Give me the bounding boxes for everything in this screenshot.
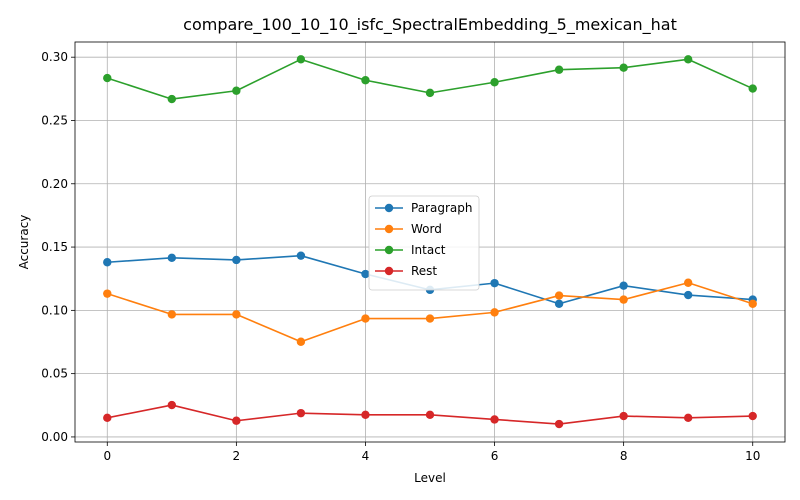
y-tick-label: 0.25 — [41, 113, 68, 127]
y-tick-label: 0.30 — [41, 50, 68, 64]
y-tick-label: 0.05 — [41, 367, 68, 381]
plot-frame — [74, 41, 786, 443]
data-point-word — [683, 278, 693, 287]
data-point-paragraph — [490, 278, 499, 288]
y-tick-label: 0.15 — [41, 240, 68, 254]
data-point-intact — [554, 65, 564, 74]
data-point-rest — [619, 411, 628, 421]
x-tick-label: 6 — [491, 449, 499, 463]
data-point-rest — [490, 415, 499, 424]
data-point-rest — [361, 410, 370, 419]
legend-swatch-marker — [384, 245, 394, 255]
data-point-word — [167, 310, 177, 319]
data-point-paragraph — [103, 258, 112, 267]
data-point-rest — [103, 413, 112, 423]
x-axis-label: Level — [414, 471, 446, 485]
data-point-intact — [232, 86, 241, 95]
data-point-word — [425, 314, 435, 323]
x-tick-label: 4 — [362, 449, 370, 463]
y-axis-label: Accuracy — [17, 215, 31, 270]
legend-label: Intact — [411, 243, 446, 257]
data-point-paragraph — [232, 255, 241, 265]
legend-label: Rest — [411, 264, 437, 278]
data-point-word — [103, 289, 112, 298]
legend-item-paragraph: Paragraph — [375, 201, 472, 215]
data-point-rest — [554, 419, 564, 429]
data-point-rest — [296, 408, 306, 418]
legend: Paragraph Word Intact Rest — [368, 195, 480, 291]
series-rest — [103, 400, 757, 429]
data-point-paragraph — [167, 253, 177, 263]
legend-swatch-marker — [384, 203, 394, 213]
data-point-rest — [748, 411, 757, 421]
data-point-word — [748, 299, 757, 308]
data-point-paragraph — [361, 269, 370, 279]
chart-title: compare_100_10_10_isfc_SpectralEmbedding… — [183, 15, 677, 35]
data-point-word — [361, 314, 370, 323]
data-point-paragraph — [296, 251, 306, 260]
data-point-word — [490, 308, 499, 317]
data-point-intact — [619, 63, 628, 72]
x-tick-label: 8 — [620, 449, 628, 463]
legend-box — [368, 195, 480, 291]
data-point-intact — [167, 94, 177, 104]
data-point-rest — [425, 410, 435, 419]
y-tick-label: 0.00 — [41, 430, 68, 444]
x-tick-label: 2 — [233, 449, 241, 463]
data-point-intact — [296, 55, 306, 64]
data-point-paragraph — [554, 299, 564, 308]
series-word — [103, 278, 757, 346]
data-point-rest — [167, 400, 177, 410]
x-tick-label: 10 — [745, 449, 760, 463]
y-tick-label: 0.20 — [41, 177, 68, 191]
data-point-word — [296, 337, 306, 346]
legend-swatch-marker — [384, 266, 394, 276]
data-point-intact — [683, 55, 693, 64]
data-point-word — [232, 310, 241, 319]
legend-item-intact: Intact — [375, 243, 446, 257]
data-point-intact — [103, 73, 112, 83]
grid-lines — [75, 42, 785, 442]
data-point-word — [619, 295, 628, 304]
data-point-intact — [425, 88, 435, 98]
y-tick-label: 0.10 — [41, 303, 68, 317]
series-intact — [103, 55, 757, 104]
data-point-intact — [748, 84, 757, 93]
legend-swatch-marker — [384, 224, 394, 234]
legend-label: Paragraph — [411, 201, 472, 215]
axis-ticks: 0 2 4 6 8 10 0.00 0.05 0.10 0.15 0.20 0.25 0.30 — [41, 50, 760, 463]
data-point-intact — [361, 76, 370, 85]
legend-label: Word — [411, 222, 442, 236]
data-point-paragraph — [619, 281, 628, 290]
data-point-rest — [232, 416, 241, 425]
data-point-intact — [490, 78, 499, 87]
x-tick-label: 0 — [103, 449, 111, 463]
legend-item-rest: Rest — [375, 264, 437, 278]
data-point-word — [554, 291, 564, 300]
legend-item-word: Word — [375, 222, 442, 236]
data-point-paragraph — [683, 290, 693, 300]
data-point-rest — [683, 413, 693, 423]
